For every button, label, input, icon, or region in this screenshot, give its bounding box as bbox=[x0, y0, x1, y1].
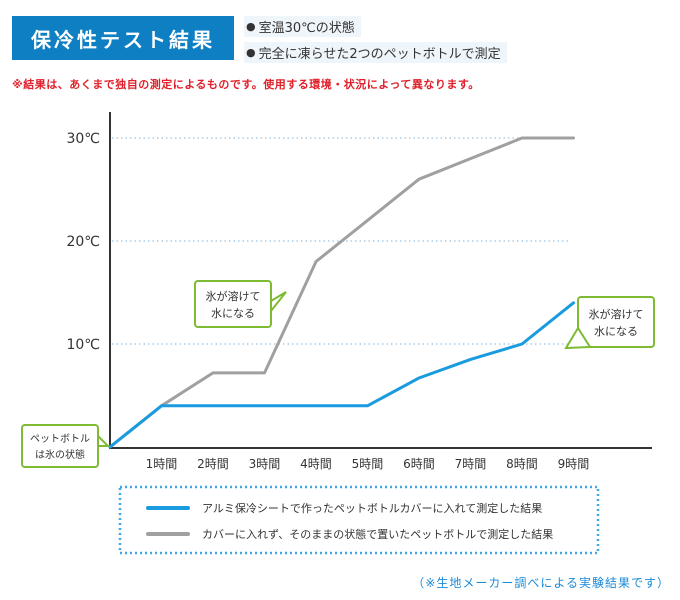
callout-box bbox=[194, 280, 272, 328]
x-tick-label: 8時間 bbox=[506, 457, 538, 471]
y-tick-label: 30℃ bbox=[66, 131, 100, 147]
x-tick-label: 6時間 bbox=[403, 457, 435, 471]
x-tick-label: 3時間 bbox=[249, 457, 281, 471]
callout-tail bbox=[97, 433, 111, 447]
condition-frozen-bottles: ● 完全に凍らせた2つのペットボトルで測定 bbox=[244, 42, 507, 63]
chart-title: 保冷性テスト結果 bbox=[31, 27, 215, 52]
legend-label: アルミ保冷シートで作ったペットボトルカバーに入れて測定した結果 bbox=[202, 501, 542, 515]
callout-box bbox=[577, 296, 655, 348]
legend: アルミ保冷シートで作ったペットボトルカバーに入れて測定した結果カバーに入れず、そ… bbox=[118, 485, 600, 555]
callout-text: 氷が溶けて bbox=[206, 289, 261, 303]
x-tick-label: 2時間 bbox=[197, 457, 229, 471]
legend-label: カバーに入れず、そのままの状態で置いたペットボトルで測定した結果 bbox=[202, 527, 553, 541]
condition-room-temp: ● 室温30℃の状態 bbox=[244, 16, 361, 37]
callout-text: 水になる bbox=[594, 325, 638, 338]
condition-text: 室温30℃の状態 bbox=[258, 21, 355, 36]
callout-text: 水になる bbox=[211, 307, 255, 320]
chart-title-box: 保冷性テスト結果 bbox=[12, 16, 234, 60]
legend-border bbox=[118, 485, 600, 555]
x-tick-label: 4時間 bbox=[300, 457, 332, 471]
callout-tail bbox=[564, 326, 592, 350]
y-tick-label: 20℃ bbox=[66, 234, 100, 250]
condition-text: 完全に凍らせた2つのペットボトルで測定 bbox=[258, 47, 501, 62]
callout-text: は氷の状態 bbox=[35, 448, 85, 461]
callout-text: 氷が溶けて bbox=[589, 307, 644, 321]
test-conditions: ● 室温30℃の状態 ● 完全に凍らせた2つのペットボトルで測定 bbox=[244, 16, 507, 68]
source-footnote: （※生地メーカー調べによる実験結果です） bbox=[412, 576, 670, 590]
callout-text: ペットボトル bbox=[30, 433, 90, 445]
series-line bbox=[108, 136, 575, 449]
disclaimer-note: ※結果は、あくまで独自の測定によるものです。使用する環境・状況によって異なります… bbox=[12, 78, 480, 91]
x-tick-label: 7時間 bbox=[455, 457, 487, 471]
x-tick-label: 5時間 bbox=[352, 457, 384, 471]
y-tick-label: 10℃ bbox=[66, 337, 100, 353]
callout-tail bbox=[270, 291, 287, 314]
series-line bbox=[108, 301, 575, 449]
bullet-icon: ● bbox=[246, 20, 256, 33]
x-tick-label: 9時間 bbox=[558, 457, 590, 471]
bullet-icon: ● bbox=[246, 46, 256, 59]
x-tick-label: 1時間 bbox=[146, 457, 178, 471]
